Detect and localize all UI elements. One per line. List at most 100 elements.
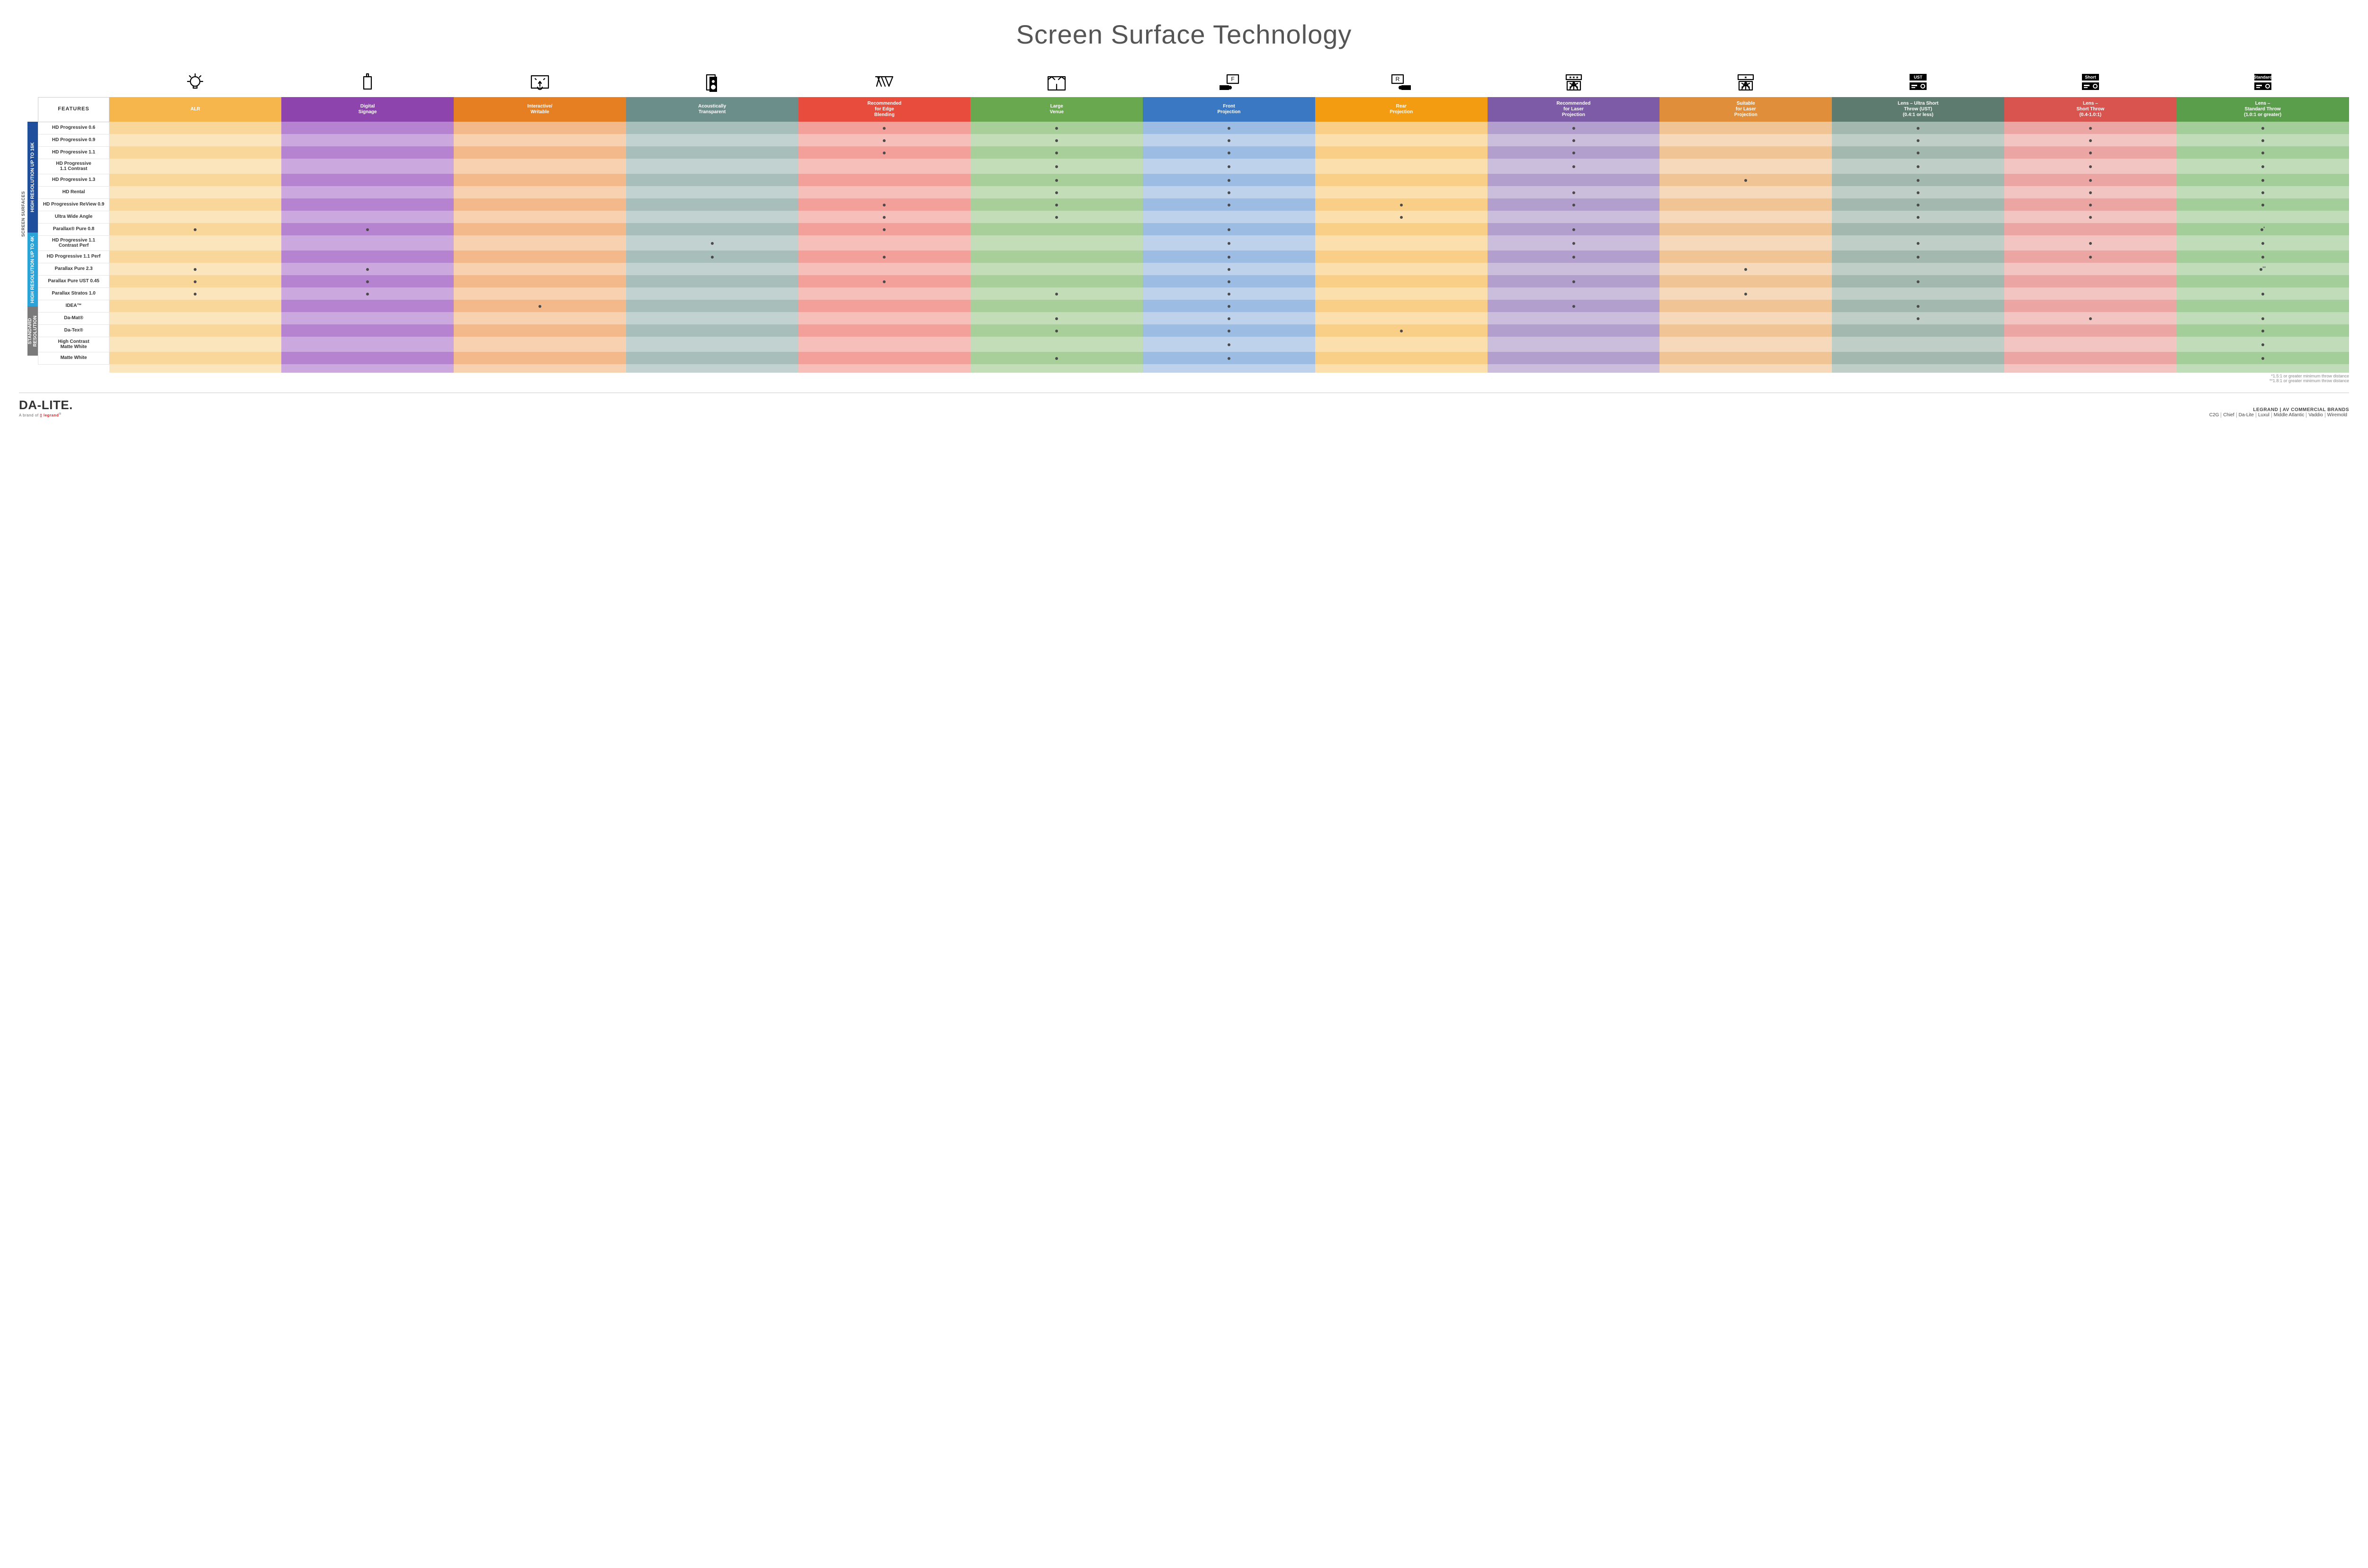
cell-interactive	[454, 337, 626, 352]
cell-alr	[109, 223, 282, 235]
cell-ust	[1832, 300, 2004, 312]
cell-front	[1143, 312, 1315, 324]
row-name: HD Progressive 1.1Contrast Perf	[38, 235, 109, 251]
cell-suitlaser	[1659, 287, 1832, 300]
cell-ust	[1832, 275, 2004, 287]
cell-rear	[1315, 186, 1488, 198]
svg-text:R: R	[1395, 76, 1399, 82]
cell-alr	[109, 300, 282, 312]
cell-signage	[281, 312, 454, 324]
row-name: IDEA™	[38, 300, 109, 312]
cell-edge	[798, 287, 971, 300]
cell-edge	[798, 174, 971, 186]
cell-rear	[1315, 275, 1488, 287]
cell-edge	[798, 122, 971, 134]
table-row: Matte White	[38, 352, 2349, 364]
cell-edge	[798, 134, 971, 146]
cell-venue	[970, 159, 1143, 174]
col-header-ust: Lens – Ultra ShortThrow (UST)(0.4:1 or l…	[1832, 97, 2004, 122]
cell-short	[2004, 223, 2177, 235]
cell-edge	[798, 312, 971, 324]
cell-standard	[2177, 159, 2349, 174]
cell-edge	[798, 198, 971, 211]
cell-front	[1143, 235, 1315, 251]
cell-standard: **	[2177, 263, 2349, 275]
cell-short	[2004, 324, 2177, 337]
cell-suitlaser	[1659, 223, 1832, 235]
cell-front	[1143, 198, 1315, 211]
group-label-hi16k: HIGH RESOLUTION UP TO 16K	[27, 122, 38, 233]
suitlaser-icon: ★	[1659, 64, 1832, 97]
cell-acoustic	[626, 324, 798, 337]
cell-suitlaser	[1659, 198, 1832, 211]
cell-alr	[109, 198, 282, 211]
cell-edge	[798, 324, 971, 337]
reclaser-icon: ★★★	[1488, 64, 1660, 97]
cell-standard	[2177, 337, 2349, 352]
row-name: High ContrastMatte White	[38, 337, 109, 352]
cell-front	[1143, 186, 1315, 198]
cell-suitlaser	[1659, 174, 1832, 186]
page-title: Screen Surface Technology	[19, 19, 2349, 50]
cell-signage	[281, 235, 454, 251]
row-name: HD Progressive 1.1	[38, 146, 109, 159]
footnotes: *1.5:1 or greater minimum throw distance…	[38, 374, 2349, 383]
cell-standard	[2177, 198, 2349, 211]
cell-rear	[1315, 174, 1488, 186]
cell-signage	[281, 251, 454, 263]
col-header-interactive: Interactive/Writable	[454, 97, 626, 122]
cell-interactive	[454, 159, 626, 174]
cell-venue	[970, 287, 1143, 300]
front-icon: F	[1143, 64, 1315, 97]
cell-rear	[1315, 134, 1488, 146]
cell-ust	[1832, 122, 2004, 134]
cell-edge	[798, 251, 971, 263]
cell-front	[1143, 352, 1315, 364]
cell-edge	[798, 263, 971, 275]
cell-acoustic	[626, 300, 798, 312]
row-name: Matte White	[38, 352, 109, 364]
cell-suitlaser	[1659, 300, 1832, 312]
features-header: FEATURES	[38, 97, 109, 122]
cell-reclaser	[1488, 235, 1660, 251]
cell-short	[2004, 198, 2177, 211]
cell-front	[1143, 300, 1315, 312]
cell-ust	[1832, 287, 2004, 300]
cell-short	[2004, 275, 2177, 287]
short-icon: Short	[2004, 64, 2177, 97]
col-header-standard: Lens –Standard Throw(1.0:1 or greater)	[2177, 97, 2349, 122]
cell-ust	[1832, 134, 2004, 146]
cell-interactive	[454, 146, 626, 159]
cell-standard	[2177, 251, 2349, 263]
cell-reclaser	[1488, 174, 1660, 186]
cell-ust	[1832, 263, 2004, 275]
cell-alr	[109, 159, 282, 174]
cell-acoustic	[626, 263, 798, 275]
cell-alr	[109, 174, 282, 186]
cell-edge	[798, 186, 971, 198]
brand-list: LEGRAND | AV COMMERCIAL BRANDS C2GChiefD…	[2207, 407, 2349, 418]
cell-standard	[2177, 186, 2349, 198]
cell-interactive	[454, 251, 626, 263]
side-label-outer: SCREEN SURFACES	[19, 64, 27, 364]
cell-suitlaser	[1659, 263, 1832, 275]
table-row: Da-Mat®	[38, 312, 2349, 324]
cell-acoustic	[626, 251, 798, 263]
cell-signage	[281, 263, 454, 275]
cell-ust	[1832, 235, 2004, 251]
brand-logo: DA-LITE. A brand of ▯ legrand®	[19, 398, 73, 418]
cell-standard	[2177, 211, 2349, 223]
cell-alr	[109, 146, 282, 159]
cell-suitlaser	[1659, 134, 1832, 146]
table-row: HD Rental	[38, 186, 2349, 198]
cell-standard	[2177, 122, 2349, 134]
cell-suitlaser	[1659, 251, 1832, 263]
cell-front	[1143, 275, 1315, 287]
col-header-short: Lens –Short Throw(0.4-1.0:1)	[2004, 97, 2177, 122]
cell-alr	[109, 287, 282, 300]
cell-short	[2004, 312, 2177, 324]
cell-suitlaser	[1659, 324, 1832, 337]
cell-short	[2004, 134, 2177, 146]
cell-front	[1143, 324, 1315, 337]
cell-alr	[109, 324, 282, 337]
